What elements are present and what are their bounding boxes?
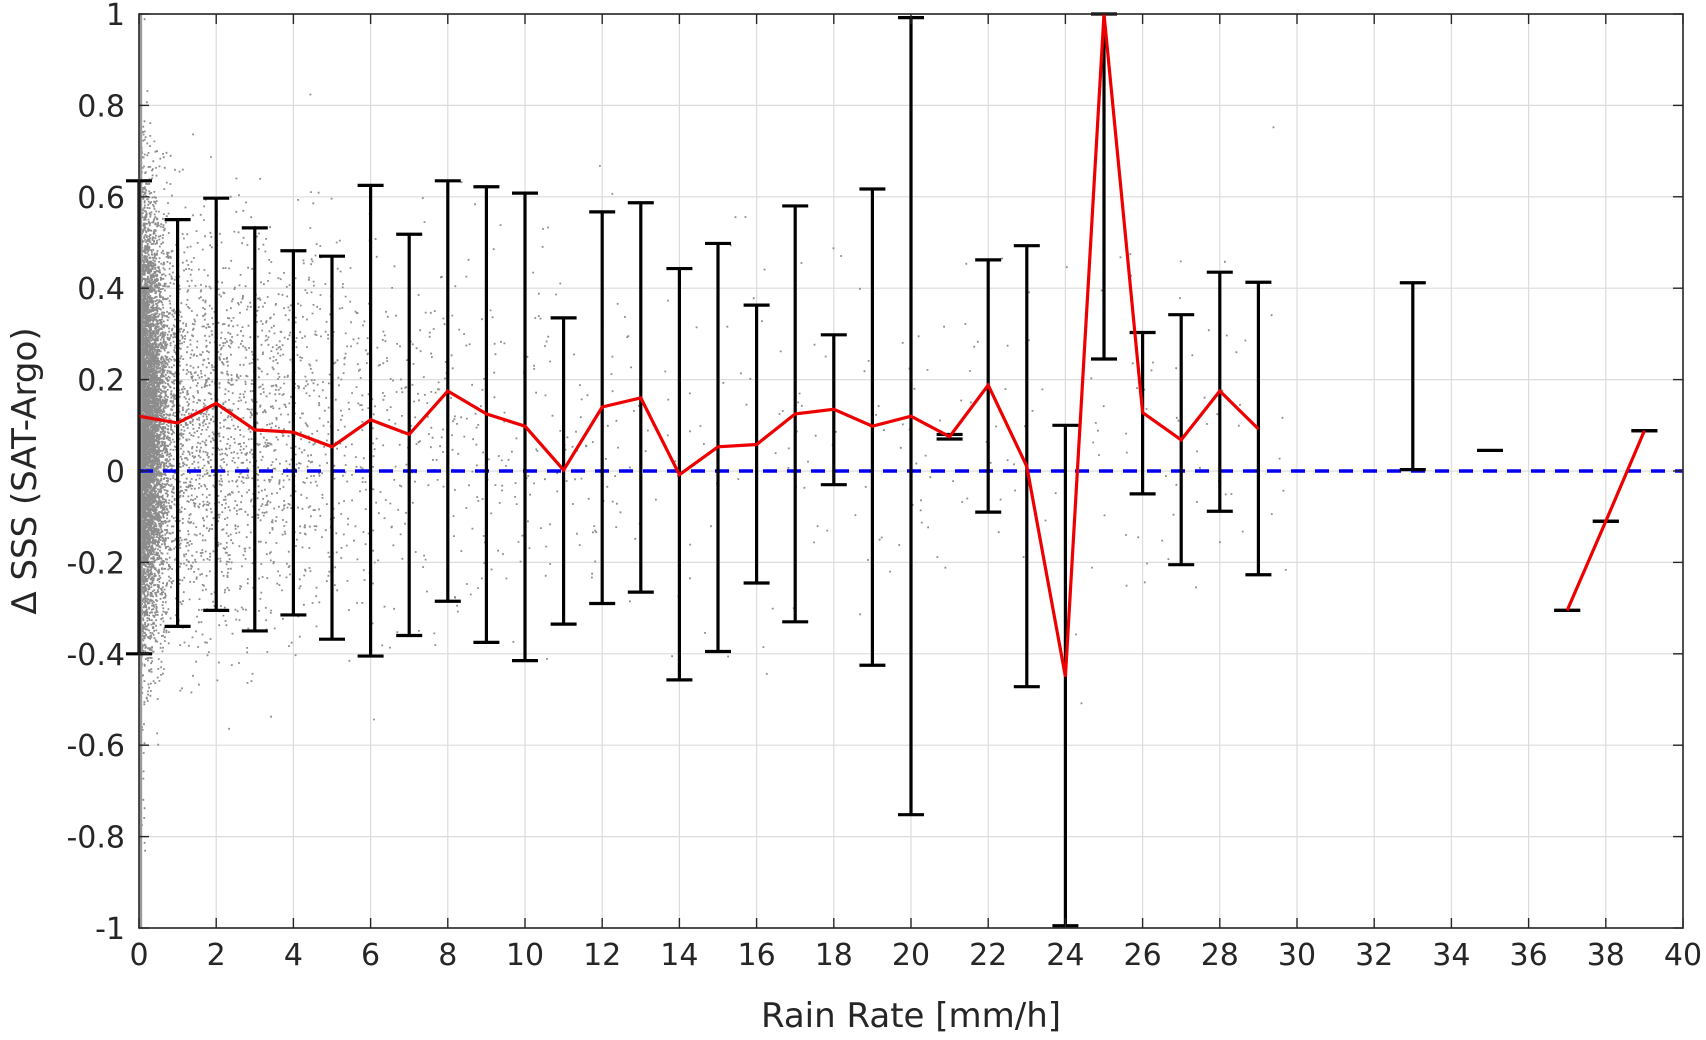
x-tick-label: 2 <box>207 938 226 973</box>
x-tick-label: 6 <box>361 938 380 973</box>
x-tick-label: 12 <box>583 938 621 973</box>
x-tick-label: 4 <box>284 938 303 973</box>
y-tick-label: 0.2 <box>77 364 125 399</box>
x-tick-label: 30 <box>1278 938 1316 973</box>
y-tick-label: -0.2 <box>66 546 125 581</box>
y-tick-label: -0.4 <box>66 638 125 673</box>
x-tick-label: 14 <box>660 938 698 973</box>
x-axis-label: Rain Rate [mm/h] <box>761 996 1061 1035</box>
x-tick-label: 38 <box>1587 938 1625 973</box>
error-bar <box>1399 281 1426 472</box>
error-bars <box>126 12 1658 928</box>
y-tick-labels: -1 -0.8 -0.6 -0.4 -0.2 0 0.2 0.4 0.6 0.8 1 <box>66 0 1683 947</box>
x-tick-label: 36 <box>1510 938 1548 973</box>
mean-line-segment <box>1565 430 1646 612</box>
x-tick-label: 18 <box>815 938 853 973</box>
x-tick-label: 0 <box>129 938 148 973</box>
x-tick-label: 32 <box>1355 938 1393 973</box>
y-tick-label: 0.4 <box>77 272 125 307</box>
mean-line <box>138 13 1646 677</box>
x-tick-label: 28 <box>1201 938 1239 973</box>
y-axis-label: Δ SSS (SAT-Argo) <box>5 327 45 614</box>
y-tick-label: -0.6 <box>66 729 125 764</box>
x-tick-label: 8 <box>438 938 457 973</box>
x-tick-label: 22 <box>969 938 1007 973</box>
x-tick-label: 40 <box>1664 938 1702 973</box>
x-tick-label: 34 <box>1432 938 1470 973</box>
x-tick-label: 26 <box>1124 938 1162 973</box>
y-tick-label: -0.8 <box>66 821 125 856</box>
y-tick-label: 0.8 <box>77 89 125 124</box>
y-tick-label: -1 <box>95 912 125 947</box>
x-tick-label: 24 <box>1046 938 1084 973</box>
x-tick-label: 10 <box>506 938 544 973</box>
y-tick-label: 0 <box>106 455 125 490</box>
x-tick-labels: 0 2 4 6 8 10 12 14 16 18 20 22 24 26 28 30 32 34 36 38 40 <box>129 14 1702 973</box>
mean-line-segment <box>138 13 1260 677</box>
y-tick-label: 1 <box>106 0 125 33</box>
x-tick-label: 20 <box>892 938 930 973</box>
x-tick-label: 16 <box>738 938 776 973</box>
y-tick-label: 0.6 <box>77 181 125 216</box>
